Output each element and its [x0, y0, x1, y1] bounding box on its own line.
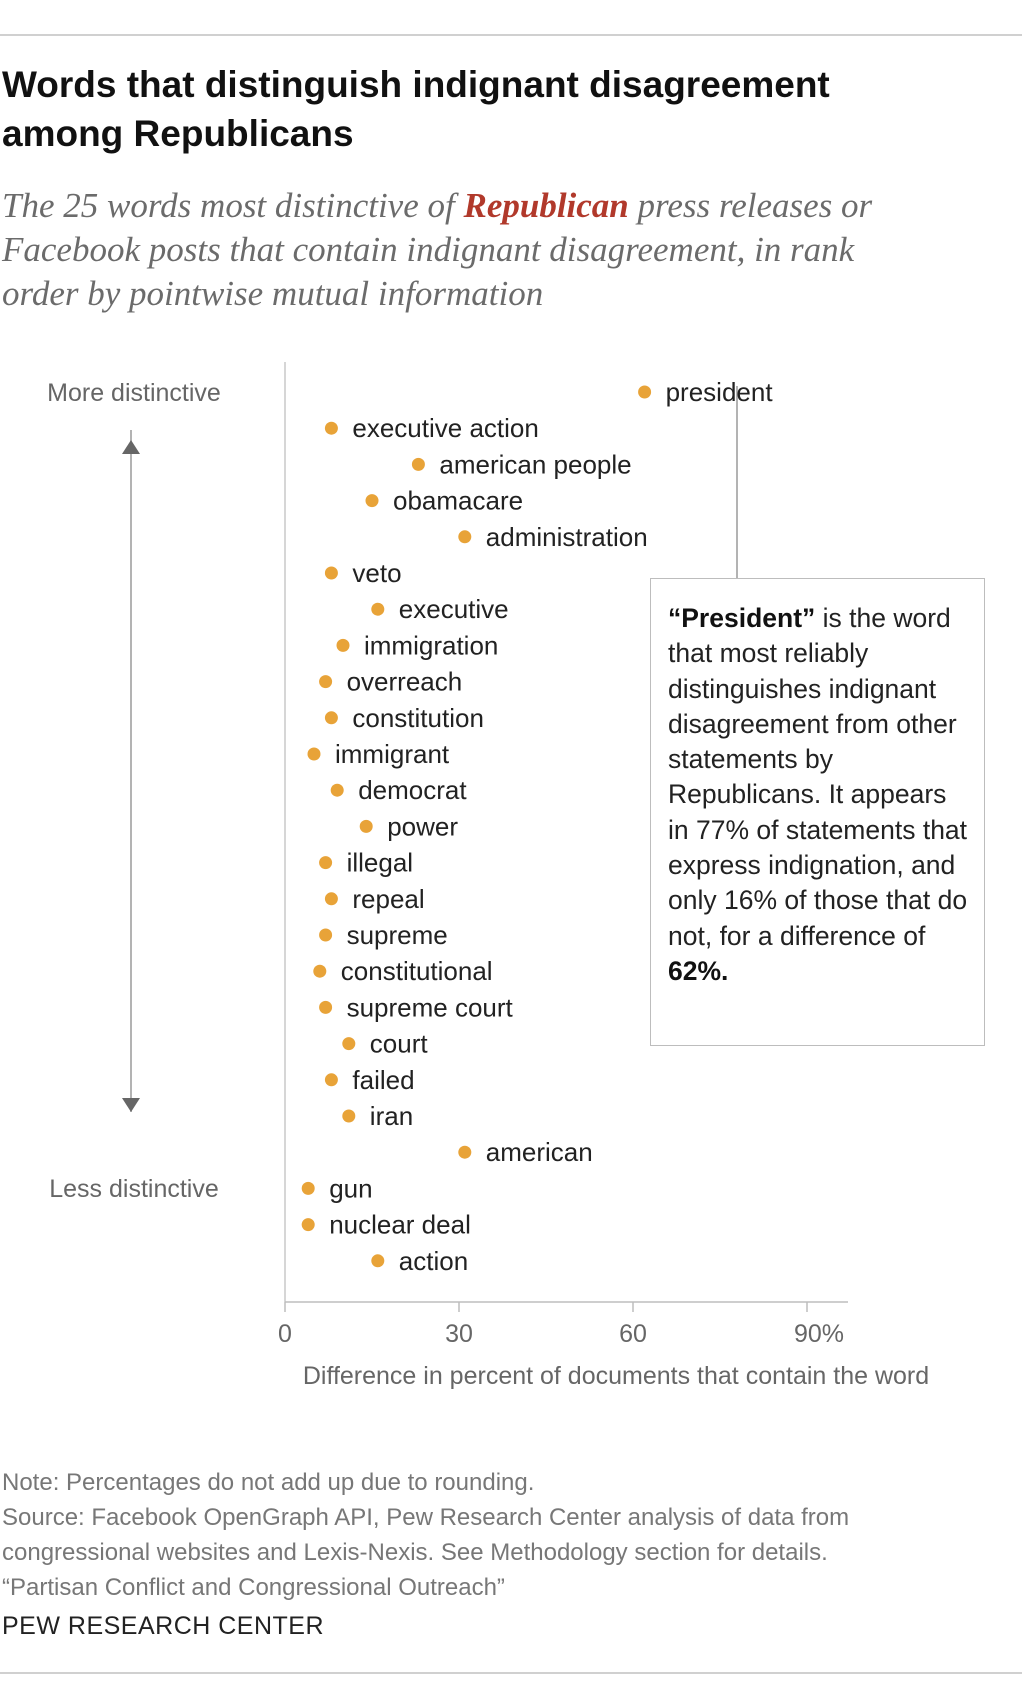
subtitle-highlight: Republican	[463, 186, 629, 225]
point-label: administration	[486, 522, 648, 552]
subtitle-pre: The 25 words most distinctive of	[2, 186, 464, 225]
data-point	[307, 747, 321, 761]
top-rule	[0, 34, 1022, 36]
title-line-1: Words that distinguish indignant disagre…	[2, 64, 830, 105]
subtitle-line-3: order by pointwise mutual information	[2, 274, 544, 313]
subtitle-line-2: Facebook posts that contain indignant di…	[2, 230, 855, 269]
data-point	[458, 530, 472, 544]
data-point	[638, 385, 652, 399]
data-point	[324, 566, 338, 580]
point-label: president	[666, 377, 774, 407]
bottom-rule	[0, 1672, 1022, 1674]
data-point	[319, 1000, 333, 1014]
point-label: supreme court	[347, 992, 514, 1022]
data-point	[324, 421, 338, 435]
arrow-up-icon	[122, 440, 140, 454]
point-label: american people	[439, 449, 631, 479]
data-point	[301, 1181, 315, 1195]
point-label: supreme	[347, 920, 448, 950]
word-scatter-chart: 0 30 60 90% Difference in percent of documen…	[47, 362, 929, 1390]
point-label: gun	[329, 1173, 372, 1203]
data-point	[313, 964, 327, 978]
data-point	[411, 457, 425, 471]
callout-bold-value: 62%.	[668, 955, 729, 986]
x-tick-label: 30	[445, 1320, 473, 1348]
data-point	[359, 819, 373, 833]
data-point	[371, 602, 385, 616]
point-label: veto	[352, 558, 401, 588]
data-point	[319, 675, 333, 689]
point-label: repeal	[352, 884, 424, 914]
chart-subtitle: The 25 words most distinctive of Republi…	[2, 184, 1002, 316]
callout-text: is the word that most reliably distingui…	[668, 603, 968, 951]
data-point	[324, 892, 338, 906]
source-line-1: Source: Facebook OpenGraph API, Pew Rese…	[2, 1504, 850, 1531]
notes: Note: Percentages do not add up due to r…	[2, 1465, 1012, 1605]
arrow-down-icon	[122, 1098, 140, 1112]
point-label: american	[486, 1137, 593, 1167]
data-point	[330, 783, 344, 797]
pew-logo-text: PEW RESEARCH CENTER	[2, 1612, 325, 1640]
data-point	[319, 928, 333, 942]
x-tick-label: 0	[278, 1320, 292, 1348]
point-label: immigrant	[335, 739, 450, 769]
point-label: executive	[399, 594, 509, 624]
data-point	[336, 638, 350, 652]
less-distinctive-label: Less distinctive	[49, 1175, 219, 1203]
point-label: constitution	[352, 703, 484, 733]
point-label: action	[399, 1246, 468, 1276]
point-label: nuclear deal	[329, 1210, 471, 1240]
callout-bold-word: “President”	[668, 603, 816, 633]
data-point	[342, 1037, 356, 1051]
data-point	[324, 711, 338, 725]
x-tick-label: 90%	[794, 1320, 844, 1348]
point-label: iran	[370, 1101, 413, 1131]
point-label: executive action	[352, 413, 538, 443]
point-label: overreach	[347, 667, 463, 697]
data-point	[365, 494, 379, 508]
note-line: Note: Percentages do not add up due to r…	[2, 1469, 535, 1496]
point-label: immigration	[364, 630, 498, 660]
data-point	[371, 1254, 385, 1268]
data-point	[324, 1073, 338, 1087]
point-label: court	[370, 1029, 429, 1059]
point-label: obamacare	[393, 486, 523, 516]
title-line-2: among Republicans	[2, 113, 354, 154]
point-label: power	[387, 811, 458, 841]
data-point	[319, 856, 333, 870]
subtitle-post: press releases or	[628, 186, 873, 225]
president-callout: “President” is the word that most reliab…	[650, 578, 985, 1046]
chart-title: Words that distinguish indignant disagre…	[2, 60, 1002, 158]
data-point	[458, 1145, 472, 1159]
source-line-3: “Partisan Conflict and Congressional Out…	[2, 1574, 505, 1601]
source-line-2: congressional websites and Lexis-Nexis. …	[2, 1539, 828, 1566]
data-point	[342, 1109, 356, 1123]
point-label: democrat	[358, 775, 467, 805]
point-label: failed	[352, 1065, 414, 1095]
x-axis-label: Difference in percent of documents that …	[303, 1362, 929, 1390]
data-point	[301, 1218, 315, 1232]
more-distinctive-label: More distinctive	[47, 379, 221, 407]
point-label: constitutional	[341, 956, 493, 986]
x-tick-label: 60	[619, 1320, 647, 1348]
point-label: illegal	[347, 848, 414, 878]
